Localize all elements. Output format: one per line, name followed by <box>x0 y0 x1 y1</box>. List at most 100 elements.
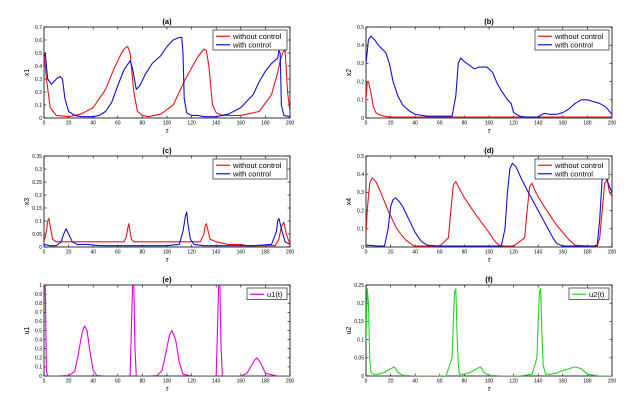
y-tick-label: 0 <box>361 245 364 251</box>
x-axis-label: τ <box>488 386 491 393</box>
y-tick-label: 0 <box>39 374 42 380</box>
x-tick-label: 140 <box>212 121 221 127</box>
x-tick-label: 40 <box>90 121 96 127</box>
x-tick-label: 140 <box>534 379 543 385</box>
panel-title: (f) <box>485 275 493 284</box>
y-tick-label: 0.3 <box>357 190 364 196</box>
x-tick-label: 40 <box>90 379 96 385</box>
legend-box <box>212 158 288 180</box>
x-tick-label: 180 <box>583 250 592 256</box>
y-tick-label: 0.4 <box>357 43 364 49</box>
x-tick-label: 160 <box>237 379 246 385</box>
x-tick-label: 60 <box>437 250 443 256</box>
legend: u2(t) <box>568 287 610 300</box>
y-tick-label: 0.1 <box>357 227 364 233</box>
y-tick-label: 0.1 <box>35 219 42 225</box>
x-tick-label: 20 <box>66 121 72 127</box>
y-tick-label: 0.2 <box>35 90 42 96</box>
x-tick-label: 0 <box>365 250 368 256</box>
chart-panel-f: 0 20 40 60 80 100 120 140 160 180 200 0 0.05 0.1 0.15 0… <box>346 275 616 393</box>
x-tick-label: 200 <box>608 250 617 256</box>
x-tick-label: 40 <box>412 250 418 256</box>
x-tick-label: 60 <box>115 379 121 385</box>
series-line-red <box>366 81 612 118</box>
x-tick-label: 100 <box>485 121 494 127</box>
x-tick-label: 100 <box>163 379 172 385</box>
y-tick-label: 0.25 <box>32 180 42 186</box>
x-tick-label: 80 <box>462 121 468 127</box>
x-tick-label: 100 <box>163 121 172 127</box>
x-tick-label: 180 <box>583 379 592 385</box>
legend-box <box>246 287 288 300</box>
x-tick-label: 0 <box>43 250 46 256</box>
panel-title: (b) <box>484 17 494 26</box>
legend-label: without control <box>232 32 282 41</box>
series-line-magenta <box>44 285 290 376</box>
series-line-blue <box>44 36 290 118</box>
x-tick-label: 160 <box>237 121 246 127</box>
legend-box <box>212 29 288 51</box>
chart-panel-a: 0 20 40 60 80 100 120 140 160 180 200 0 0.1 0.2 0.3 0.4… <box>24 17 294 135</box>
x-tick-label: 40 <box>90 250 96 256</box>
x-axis-label: τ <box>166 386 169 393</box>
x-tick-label: 20 <box>388 379 394 385</box>
chart-panel-c: 0 20 40 60 80 100 120 140 160 180 200 0 0.05 0.1 0.15 0… <box>24 146 294 264</box>
y-axis-label: x4 <box>346 198 353 206</box>
x-tick-label: 140 <box>534 250 543 256</box>
y-axis-label: x2 <box>346 69 353 77</box>
x-tick-label: 180 <box>583 121 592 127</box>
panel-title: (e) <box>162 275 172 284</box>
x-tick-label: 80 <box>140 379 146 385</box>
x-tick-label: 40 <box>412 379 418 385</box>
x-tick-label: 0 <box>365 379 368 385</box>
x-axis-label: τ <box>488 128 491 135</box>
y-tick-label: 0 <box>361 374 364 380</box>
series-line-red <box>44 45 290 118</box>
y-tick-label: 0.1 <box>35 103 42 109</box>
y-tick-label: 0.6 <box>35 319 42 325</box>
x-tick-label: 160 <box>237 250 246 256</box>
x-tick-label: 120 <box>187 250 196 256</box>
legend-label: without control <box>554 161 604 170</box>
y-tick-label: 0 <box>39 116 42 122</box>
x-tick-label: 160 <box>559 121 568 127</box>
x-tick-label: 20 <box>66 250 72 256</box>
x-tick-label: 160 <box>559 250 568 256</box>
x-tick-label: 0 <box>43 379 46 385</box>
y-tick-label: 0.6 <box>35 38 42 44</box>
y-tick-label: 0.8 <box>35 301 42 307</box>
y-axis-label: x1 <box>24 69 31 77</box>
x-tick-label: 0 <box>365 121 368 127</box>
x-tick-label: 160 <box>559 379 568 385</box>
x-tick-label: 80 <box>140 121 146 127</box>
x-tick-label: 80 <box>140 250 146 256</box>
legend-box <box>534 158 610 180</box>
x-tick-label: 200 <box>286 250 295 256</box>
y-tick-label: 1 <box>39 283 42 289</box>
y-axis-label: u1 <box>24 327 31 335</box>
legend-label: with control <box>554 169 593 178</box>
chart-panel-d: 0 20 40 60 80 100 120 140 160 180 200 0 0.1 0.2 0.3 0.4… <box>346 146 616 264</box>
x-axis-label: τ <box>166 128 169 135</box>
x-tick-label: 20 <box>388 250 394 256</box>
x-tick-label: 60 <box>115 121 121 127</box>
x-tick-label: 140 <box>534 121 543 127</box>
y-tick-label: 0.05 <box>354 356 364 362</box>
legend-label: without control <box>554 32 604 41</box>
x-tick-label: 140 <box>212 250 221 256</box>
x-tick-label: 60 <box>437 121 443 127</box>
x-tick-label: 180 <box>261 121 270 127</box>
x-tick-label: 100 <box>485 379 494 385</box>
y-tick-label: 0.2 <box>357 301 364 307</box>
y-tick-label: 0.1 <box>35 365 42 371</box>
y-tick-label: 0.9 <box>35 292 42 298</box>
legend-label: with control <box>554 40 593 49</box>
x-axis-label: τ <box>488 257 491 264</box>
y-tick-label: 0 <box>361 116 364 122</box>
y-tick-label: 0.3 <box>357 61 364 67</box>
x-tick-label: 40 <box>412 121 418 127</box>
x-tick-label: 120 <box>509 379 518 385</box>
y-tick-label: 0 <box>39 245 42 251</box>
x-tick-label: 120 <box>509 250 518 256</box>
